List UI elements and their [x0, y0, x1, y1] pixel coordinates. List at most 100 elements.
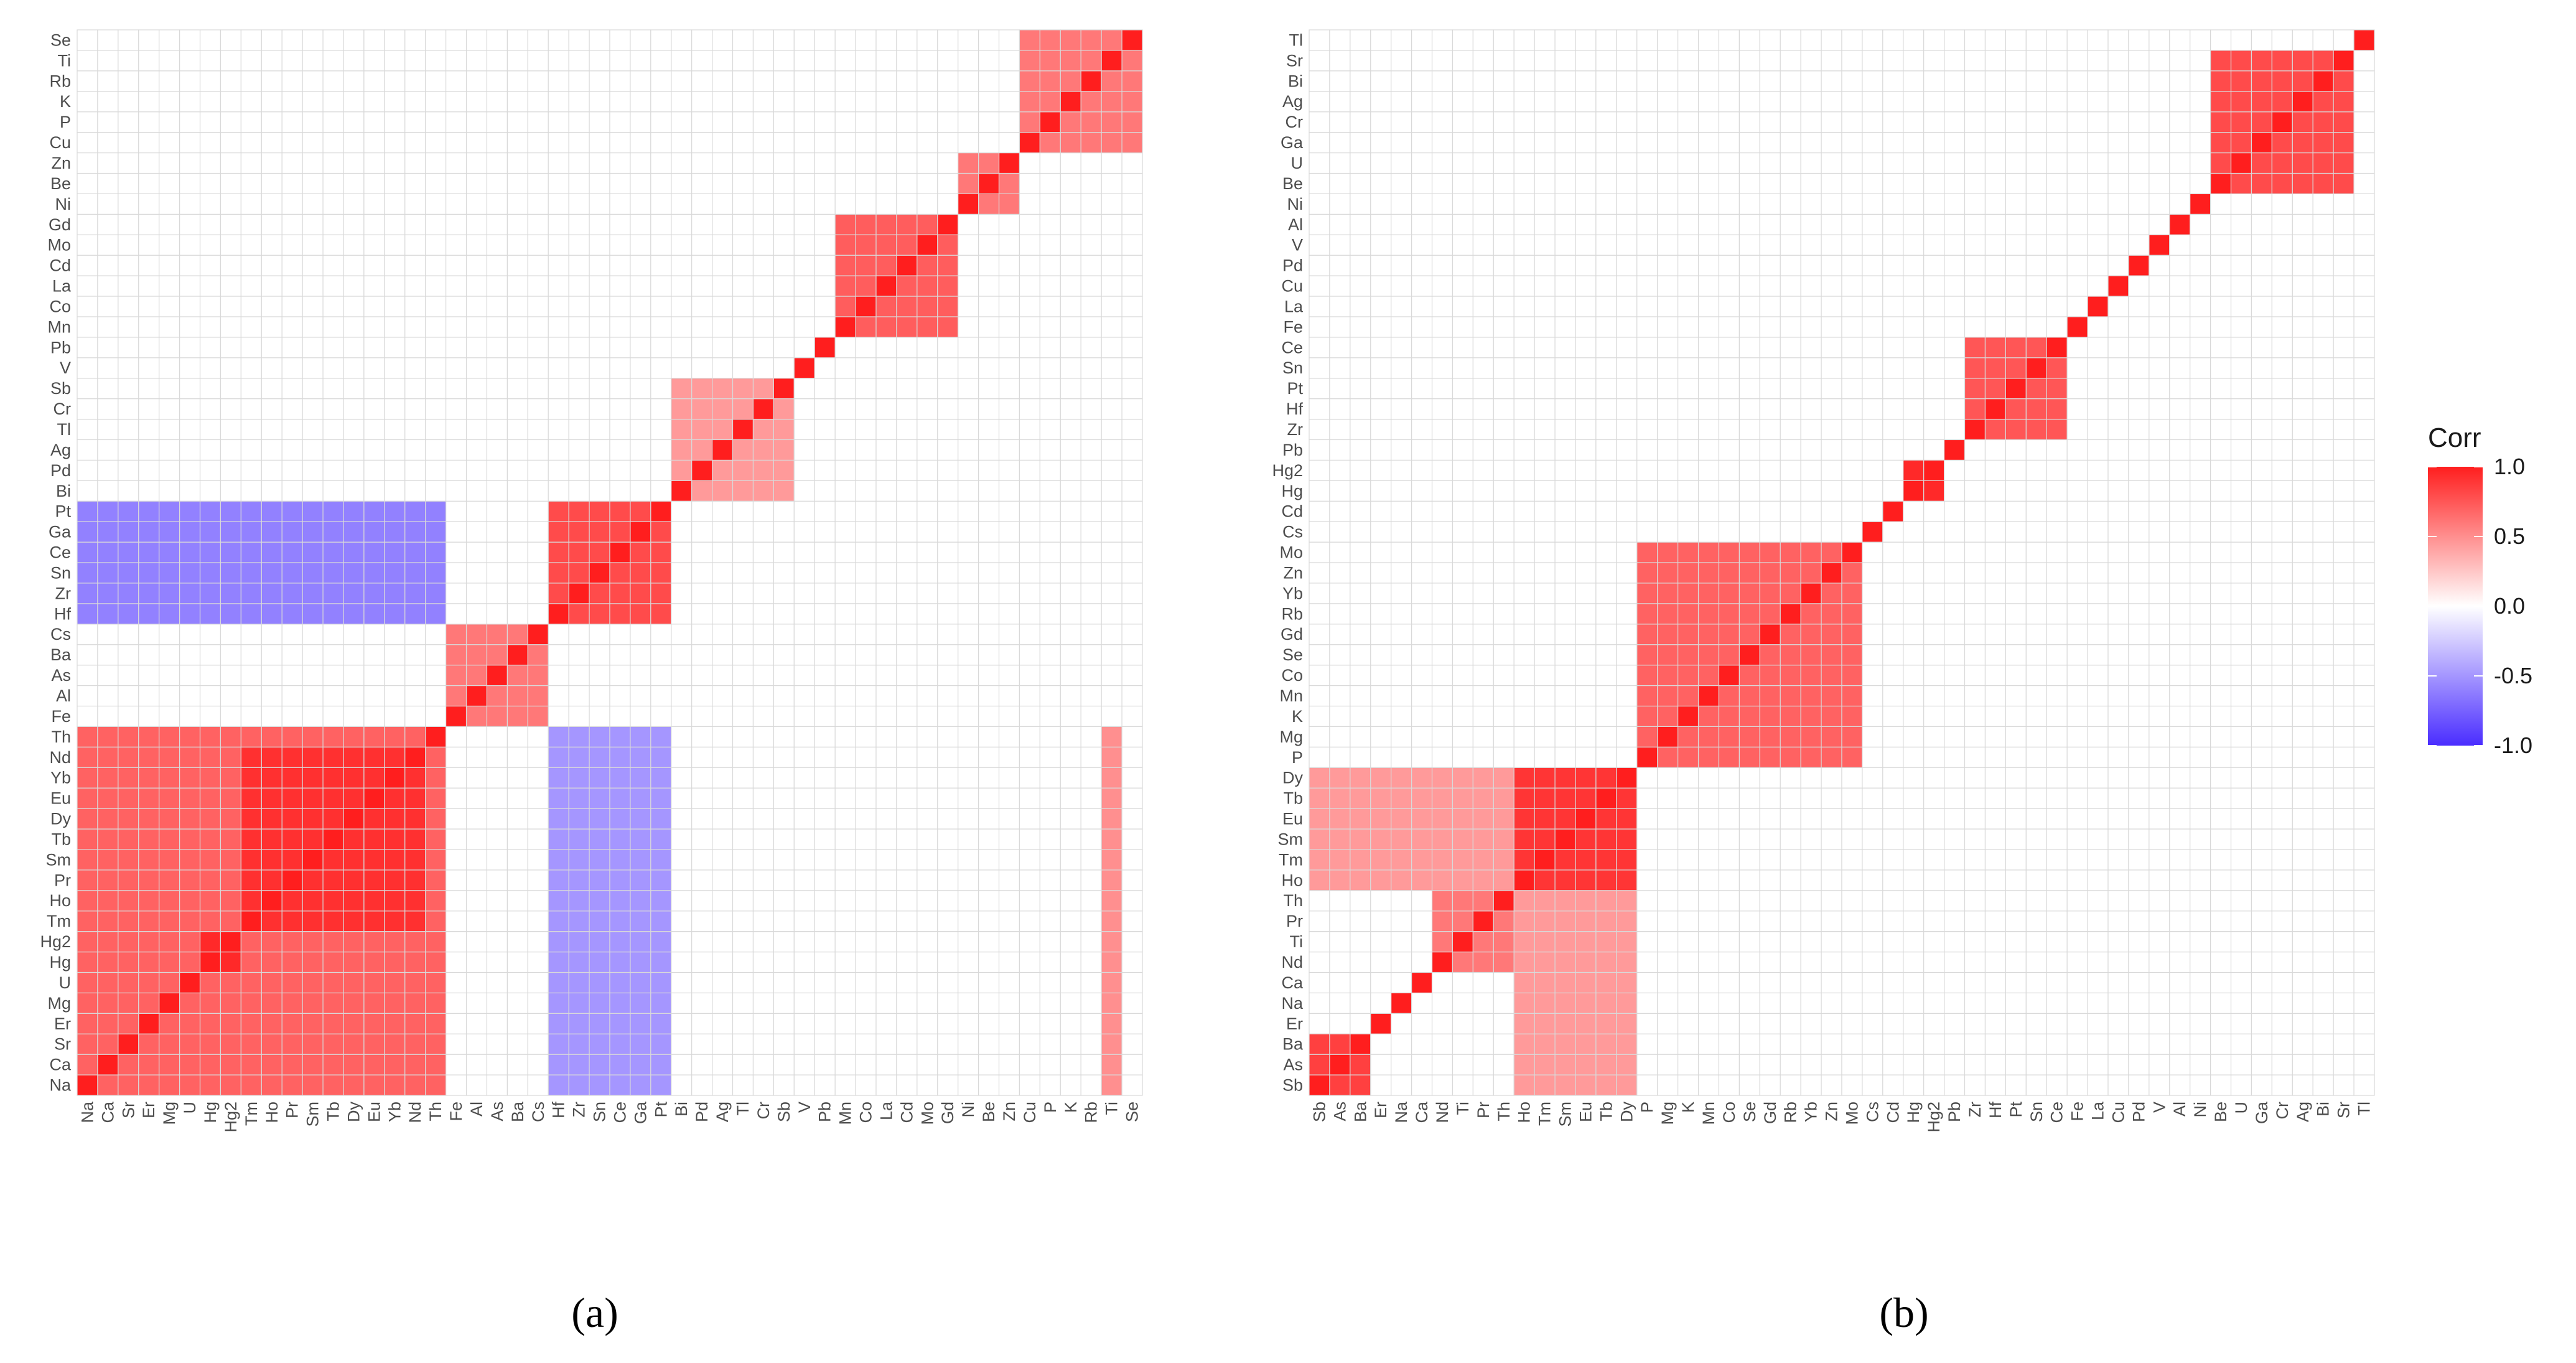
- heatmap-cell: [1636, 787, 1658, 809]
- heatmap-cell: [1060, 787, 1081, 809]
- heatmap-cell: [589, 255, 610, 276]
- heatmap-cell: [77, 992, 98, 1014]
- heatmap-cell: [1575, 562, 1597, 584]
- heatmap-cell: [343, 418, 365, 441]
- heatmap-cell: [1738, 746, 1760, 768]
- heatmap-cell: [2333, 357, 2354, 379]
- heatmap-cell: [1370, 972, 1392, 993]
- heatmap-cell: [1595, 296, 1617, 317]
- heatmap-cell: [1800, 1033, 1822, 1055]
- heatmap-cell: [1121, 767, 1143, 789]
- heatmap-cell: [2128, 705, 2150, 727]
- heatmap-cell: [1718, 951, 1740, 973]
- heatmap-cell: [465, 296, 488, 317]
- heatmap-cell: [917, 685, 938, 707]
- heatmap-cell: [814, 480, 836, 502]
- heatmap-cell: [1019, 500, 1040, 522]
- heatmap-cell: [322, 705, 344, 727]
- heatmap-cell: [548, 541, 569, 563]
- heatmap-cell: [97, 193, 119, 215]
- heatmap-cell: [1019, 992, 1040, 1014]
- heatmap-cell: [1697, 787, 1720, 809]
- heatmap-cell: [1923, 808, 1945, 830]
- heatmap-cell: [77, 337, 98, 358]
- heatmap-cell: [404, 50, 426, 72]
- heatmap-cell: [159, 193, 180, 215]
- heatmap-cell: [240, 213, 262, 235]
- heatmap-cell: [1821, 1033, 1842, 1055]
- heatmap-cell: [630, 29, 651, 51]
- heatmap-cell: [404, 644, 426, 666]
- heatmap-cell: [2149, 746, 2170, 768]
- heatmap-cell: [2087, 500, 2109, 522]
- heatmap-cell: [1780, 337, 1801, 358]
- heatmap-cell: [1697, 296, 1720, 317]
- heatmap-cell: [609, 603, 631, 625]
- heatmap-cell: [2353, 685, 2375, 707]
- heatmap-cell: [1738, 234, 1760, 256]
- heatmap-cell: [773, 624, 795, 645]
- heatmap-cell: [220, 70, 241, 92]
- heatmap-cell: [814, 275, 836, 297]
- heatmap-cell: [322, 890, 344, 912]
- heatmap-cell: [1534, 849, 1556, 871]
- heatmap-cell: [1452, 583, 1473, 604]
- heatmap-cell: [465, 255, 488, 276]
- heatmap-cell: [1616, 541, 1638, 563]
- heatmap-cell: [875, 234, 897, 256]
- heatmap-cell: [609, 480, 631, 502]
- heatmap-cell: [691, 275, 713, 297]
- heatmap-cell: [1080, 1074, 1102, 1096]
- heatmap-cell: [1060, 624, 1081, 645]
- heatmap-cell: [2128, 726, 2150, 747]
- heatmap-cell: [1575, 644, 1597, 666]
- heatmap-cell: [937, 603, 959, 625]
- heatmap-cell: [118, 972, 139, 993]
- heatmap-cell: [281, 992, 303, 1014]
- heatmap-cell: [1534, 685, 1556, 707]
- heatmap-cell: [958, 541, 979, 563]
- heatmap-cell: [712, 275, 734, 297]
- heatmap-cell: [240, 439, 262, 461]
- heatmap-cell: [1903, 500, 1925, 522]
- heatmap-cell: [1060, 562, 1081, 584]
- x-tick-label: Sm: [304, 1102, 322, 1127]
- heatmap-cell: [2149, 1074, 2170, 1096]
- heatmap-cell: [486, 583, 508, 604]
- heatmap-cell: [1780, 951, 1801, 973]
- heatmap-cell: [1472, 911, 1494, 932]
- heatmap-cell: [1391, 890, 1412, 912]
- heatmap-cell: [568, 152, 590, 174]
- heatmap-cell: [1903, 726, 1925, 747]
- heatmap-cell: [1493, 1074, 1514, 1096]
- heatmap-cell: [2087, 521, 2109, 543]
- heatmap-cell: [1329, 746, 1351, 768]
- heatmap-cell: [917, 111, 938, 133]
- heatmap-cell: [1718, 583, 1740, 604]
- heatmap-cell: [1923, 705, 1945, 727]
- heatmap-cell: [1452, 234, 1473, 256]
- heatmap-cell: [363, 418, 385, 441]
- heatmap-cell: [752, 337, 774, 358]
- heatmap-cell: [650, 152, 672, 174]
- heatmap-cell: [118, 767, 139, 789]
- heatmap-cell: [834, 500, 856, 522]
- heatmap-cell: [1616, 275, 1638, 297]
- heatmap-cell: [1678, 480, 1699, 502]
- heatmap-cell: [998, 787, 1020, 809]
- heatmap-cell: [1595, 275, 1617, 297]
- heatmap-cell: [159, 828, 180, 850]
- heatmap-cell: [548, 911, 569, 932]
- heatmap-cell: [506, 951, 528, 973]
- heatmap-cell: [363, 1074, 385, 1096]
- y-tick-label: Sn: [50, 563, 71, 582]
- heatmap-cell: [77, 316, 98, 338]
- heatmap-cell: [712, 1054, 734, 1075]
- heatmap-cell: [261, 521, 282, 543]
- heatmap-cell: [958, 705, 979, 727]
- heatmap-cell: [138, 767, 160, 789]
- heatmap-cell: [2292, 1054, 2313, 1075]
- heatmap-cell: [2190, 357, 2211, 379]
- heatmap-cell: [589, 70, 610, 92]
- heatmap-cell: [465, 849, 488, 871]
